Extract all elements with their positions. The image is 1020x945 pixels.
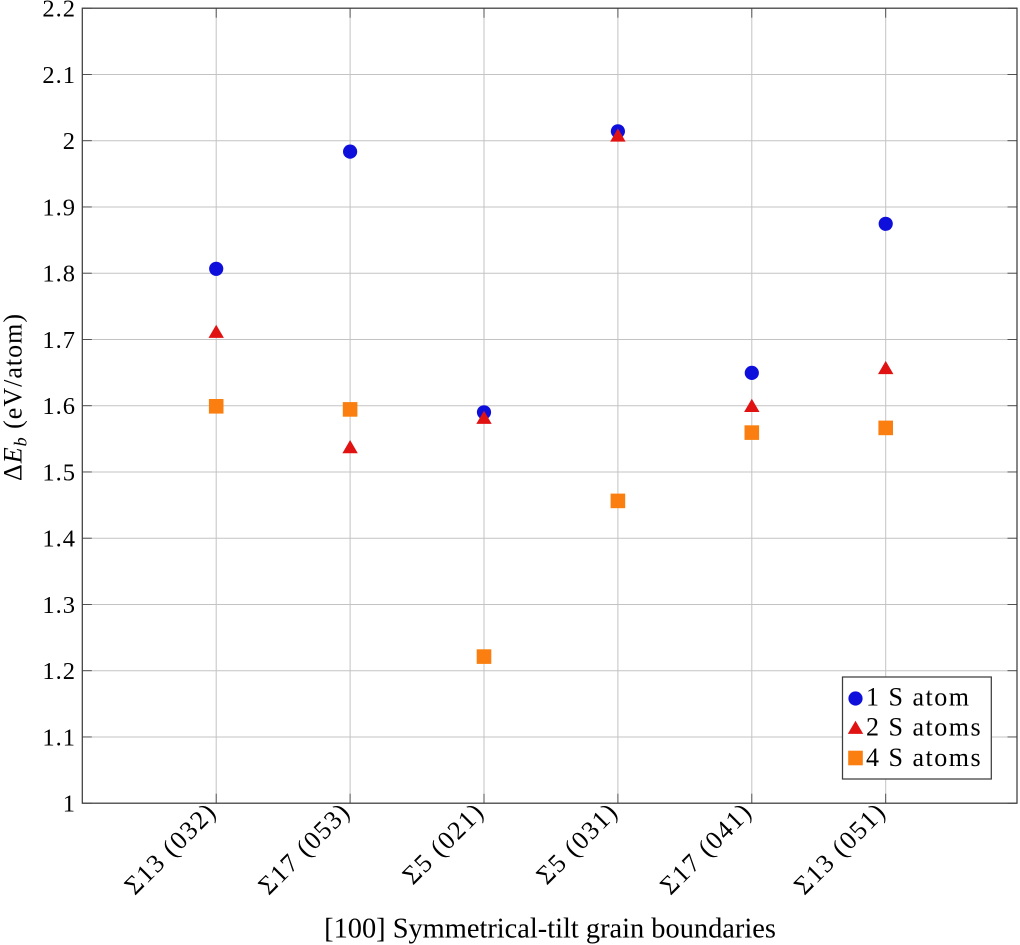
svg-text:2 S atoms: 2 S atoms	[866, 712, 982, 741]
svg-text:1.3: 1.3	[42, 592, 76, 619]
svg-text:4 S atoms: 4 S atoms	[866, 743, 982, 772]
svg-text:2.1: 2.1	[42, 62, 76, 89]
svg-text:1 S atom: 1 S atom	[866, 682, 970, 711]
svg-text:1.4: 1.4	[42, 526, 76, 553]
svg-text:2.2: 2.2	[42, 0, 76, 23]
svg-text:ΔEb (eV/atom): ΔEb (eV/atom)	[0, 313, 31, 481]
svg-text:Σ5 (021): Σ5 (021)	[397, 797, 490, 890]
svg-text:2: 2	[63, 128, 76, 155]
svg-text:[100] Symmetrical-tilt grain b: [100] Symmetrical-tilt grain boundaries	[324, 914, 776, 945]
svg-text:1.8: 1.8	[42, 261, 76, 288]
svg-text:Σ5 (031): Σ5 (031)	[531, 797, 624, 890]
svg-text:Σ17 (041): Σ17 (041)	[654, 797, 758, 901]
svg-text:1.5: 1.5	[42, 459, 76, 486]
svg-text:1: 1	[63, 791, 76, 818]
svg-text:1.1: 1.1	[42, 724, 76, 751]
svg-text:1.7: 1.7	[42, 327, 76, 354]
svg-text:Σ17 (053): Σ17 (053)	[252, 797, 356, 901]
svg-text:1.2: 1.2	[42, 658, 76, 685]
svg-text:1.9: 1.9	[42, 194, 76, 221]
svg-text:Σ13 (051): Σ13 (051)	[788, 797, 892, 901]
svg-text:Σ13 (032): Σ13 (032)	[119, 797, 223, 901]
svg-text:1.6: 1.6	[42, 393, 76, 420]
